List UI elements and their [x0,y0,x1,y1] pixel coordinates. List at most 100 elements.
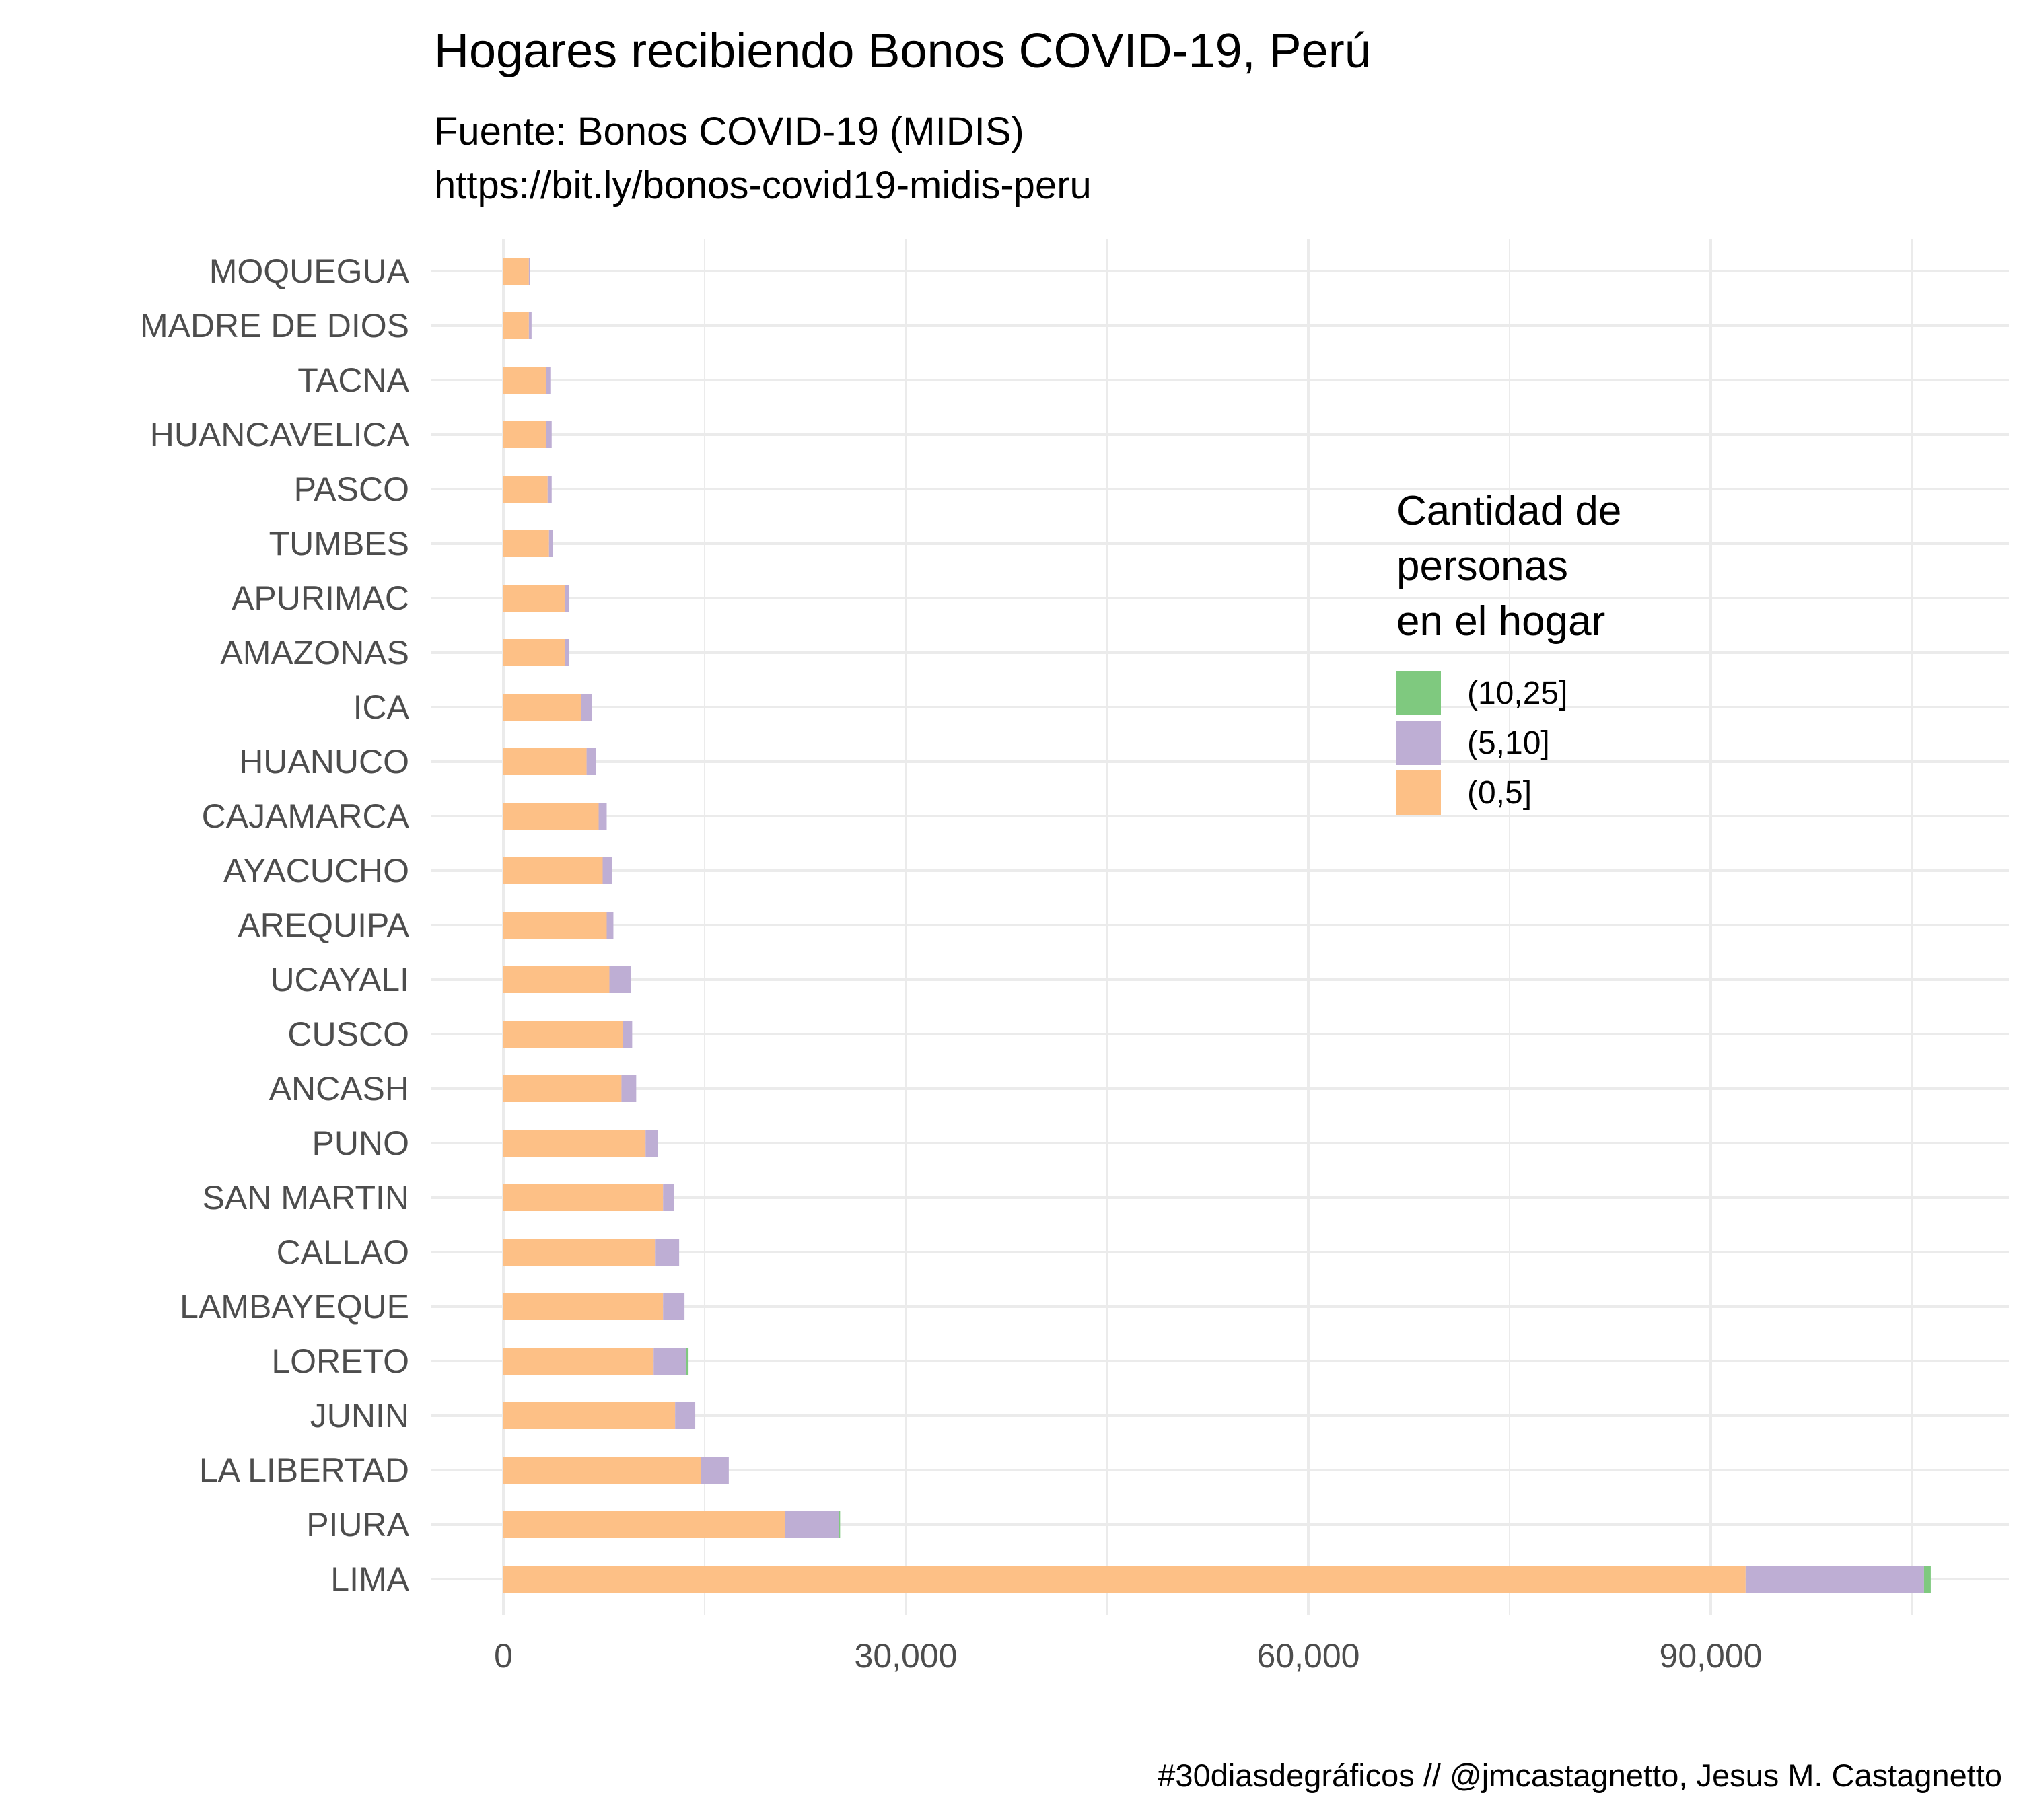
x-tick-label: 0 [494,1637,513,1675]
bar-segment [663,1293,685,1320]
bar-segment [663,1184,674,1211]
y-tick-label: CUSCO [287,1015,409,1053]
bar-segment [581,694,592,721]
y-tick-label: HUANCAVELICA [150,416,410,453]
bars [503,258,1931,1593]
y-tick-label: UCAYALI [270,961,409,998]
bar-segment [503,476,548,503]
legend-key [1396,671,1441,715]
bar-segment [503,857,603,884]
bar-segment [503,639,565,666]
y-tick-label: TACNA [297,361,409,399]
grid [431,239,2009,1615]
bar-segment [528,312,532,339]
bar-segment [503,694,581,721]
chart-subtitle-line-2: https://bit.ly/bonos-covid19-midis-peru [434,163,1092,207]
bar-segment [675,1402,696,1429]
y-axis: MOQUEGUA MADRE DE DIOS TACNA HUANCAVELICA PA… [140,252,410,1598]
bar-segment [609,966,631,993]
bar-segment [503,258,529,285]
bar-segment [503,530,549,557]
chart-title: Hogares recibiendo Bonos COVID-19, Perú [434,24,1372,78]
bar-segment [586,748,596,775]
legend-entries: (10,25] (5,10] (0,5] [1396,671,1567,815]
bar-segment [565,639,569,666]
legend-key [1396,721,1441,765]
bar-segment [602,857,612,884]
bar-segment [653,1348,686,1375]
bar-segment [503,1239,656,1266]
y-tick-label: AREQUIPA [238,906,409,944]
y-tick-label: LAMBAYEQUE [180,1288,409,1325]
bar-segment [546,421,552,448]
bar-segment [503,367,546,394]
bar-segment [503,966,610,993]
y-tick-label: PASCO [294,470,409,508]
bar-segment [623,1021,633,1048]
y-tick-label: CALLAO [277,1233,409,1271]
y-tick-label: LA LIBERTAD [199,1451,409,1489]
bar-segment [547,476,552,503]
chart-caption: #30diasdegráficos // @jmcastagnetto, Jes… [1158,1757,2002,1793]
bar-segment [528,258,530,285]
legend-label: (5,10] [1467,725,1550,761]
bar-segment [503,1075,622,1102]
y-tick-label: MADRE DE DIOS [140,307,409,344]
bar-segment [1923,1566,1931,1593]
y-tick-label: ICA [353,688,410,726]
legend-title-line-2: personas [1396,543,1568,589]
bar-segment [503,748,587,775]
bar-segment [839,1511,841,1538]
bar-segment [565,585,569,612]
bar-segment [503,1511,785,1538]
y-tick-label: SAN MARTIN [203,1179,409,1216]
legend-key [1396,770,1441,815]
y-tick-label: TUMBES [269,525,409,562]
x-tick-label: 30,000 [855,1637,958,1675]
y-tick-label: PUNO [312,1124,409,1162]
bar-segment [598,803,607,830]
bar-segment [785,1511,839,1538]
bar-segment [503,421,546,448]
bar-segment [503,803,599,830]
bar-segment [503,585,565,612]
bar-segment [606,912,614,939]
bar-segment [503,912,607,939]
y-tick-label: LORETO [271,1342,409,1380]
bar-segment [503,1457,701,1484]
bar-segment [503,312,529,339]
bar-segment [503,1348,654,1375]
bar-segment [701,1457,729,1484]
legend-label: (0,5] [1467,775,1532,811]
chart-subtitle-line-1: Fuente: Bonos COVID-19 (MIDIS) [434,110,1024,153]
bar-segment [645,1130,658,1157]
y-tick-label: JUNIN [310,1397,409,1434]
legend-title-line-3: en el hogar [1396,598,1605,645]
bar-segment [548,530,553,557]
y-tick-label: CAJAMARCA [202,797,410,835]
y-tick-label: APURIMAC [232,579,409,617]
bar-segment [1745,1566,1924,1593]
y-tick-label: ANCASH [269,1070,409,1107]
y-tick-label: PIURA [306,1506,409,1543]
bar-segment [686,1348,689,1375]
bar-segment [503,1402,676,1429]
legend: Cantidad de personas en el hogar (10,25]… [1396,488,1621,815]
bar-segment [503,1021,623,1048]
bar-segment [503,1130,646,1157]
legend-label: (10,25] [1467,676,1567,711]
bar-segment [503,1184,664,1211]
y-tick-label: MOQUEGUA [209,252,410,290]
bar-segment [546,367,551,394]
x-tick-label: 90,000 [1660,1637,1763,1675]
y-tick-label: AMAZONAS [220,634,409,671]
y-tick-label: AYACUCHO [223,852,409,889]
legend-title-line-1: Cantidad de [1396,488,1621,534]
y-tick-label: HUANUCO [239,743,409,780]
bar-segment [503,1293,664,1320]
x-axis: 0 30,000 60,000 90,000 [494,1637,1762,1675]
x-tick-label: 60,000 [1257,1637,1360,1675]
bar-segment [655,1239,680,1266]
